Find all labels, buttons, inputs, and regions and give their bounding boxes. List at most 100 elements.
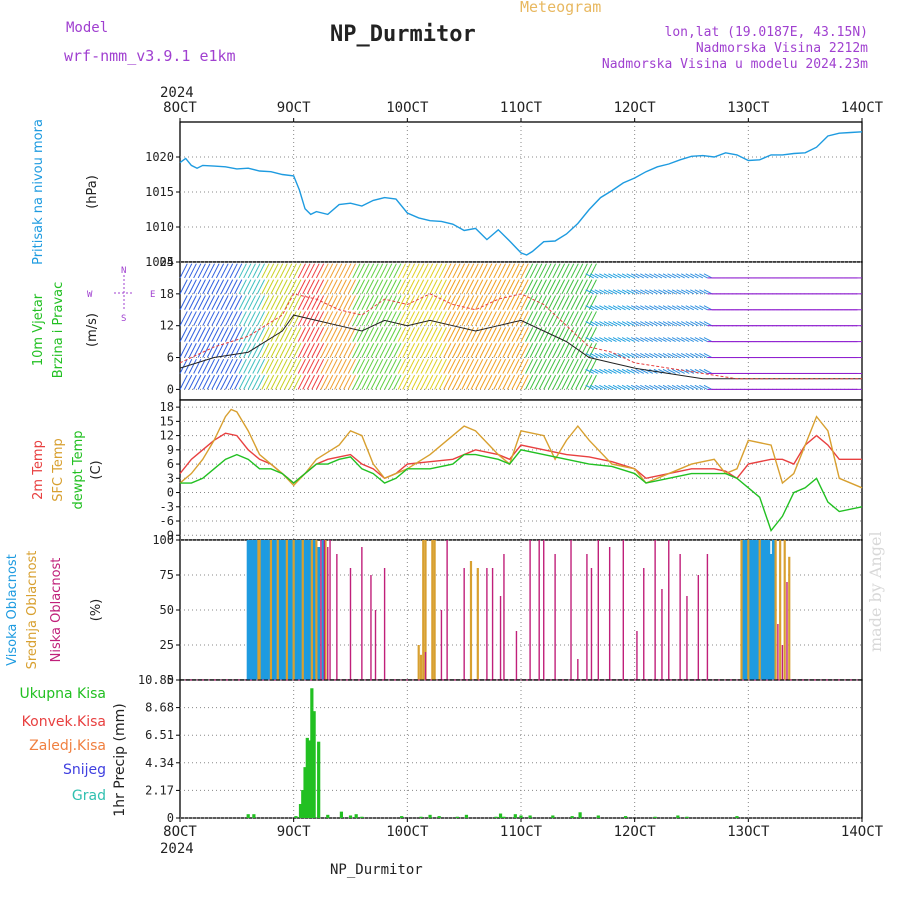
wind-barb — [649, 305, 658, 311]
wind-barb — [193, 327, 202, 342]
wind-barb — [202, 374, 211, 390]
wind-barb — [425, 327, 434, 342]
cloud-bar-low — [636, 631, 638, 680]
y-tick-label-pressure: 1005 — [145, 255, 174, 269]
wind-barb — [384, 343, 393, 358]
wind-barb — [197, 279, 206, 295]
cloud-bar-low — [543, 540, 545, 680]
wind-barb — [229, 374, 238, 390]
wind-barb — [575, 295, 584, 310]
wind-barb — [579, 295, 588, 310]
cloud-bar-high — [296, 540, 300, 680]
wind-barb — [630, 273, 640, 279]
wind-barb — [206, 374, 215, 390]
wind-barb — [184, 263, 193, 279]
wind-barb — [584, 311, 593, 326]
wind-barb — [671, 337, 681, 343]
wind-barb — [603, 337, 613, 343]
wind-barb — [211, 327, 220, 342]
wind-barb — [608, 305, 617, 311]
precip-bar — [551, 815, 555, 818]
wind-barb — [293, 374, 302, 390]
wind-barb — [393, 358, 402, 374]
wind-barb — [497, 343, 506, 358]
wind-barb — [306, 295, 316, 310]
wind-barb — [543, 311, 552, 326]
temp-unit-label: (C) — [89, 460, 104, 479]
wind-barb — [365, 263, 375, 279]
wind-barb — [384, 279, 393, 295]
wind-barb — [649, 353, 658, 358]
compass-s-label: S — [121, 314, 126, 324]
wind-barb — [493, 374, 502, 390]
wind-barb — [438, 295, 447, 310]
wind-barb — [188, 295, 197, 310]
wind-barb — [575, 374, 584, 390]
wind-barb — [594, 353, 604, 358]
wind-barb — [452, 295, 461, 310]
wind-barb — [534, 374, 543, 390]
wind-barb — [484, 311, 493, 326]
wind-barb — [379, 358, 388, 374]
cloud-bar-mid — [476, 568, 479, 680]
precip-bar — [570, 816, 574, 818]
wind-barb — [415, 358, 425, 374]
wind-barb — [644, 305, 654, 311]
y-tick-label-clouds: 0 — [167, 673, 174, 687]
wind-barb — [261, 374, 270, 390]
wind-barb — [502, 343, 511, 358]
wind-barb — [393, 374, 402, 390]
wind-barb — [265, 279, 275, 295]
wind-barb — [502, 295, 511, 310]
wind-barb — [658, 321, 667, 327]
wind-barb — [379, 263, 388, 279]
wind-barb — [617, 353, 626, 358]
wind-barb — [671, 305, 681, 311]
wind-barb — [334, 374, 343, 390]
wind-barb — [384, 327, 393, 342]
wind-barb — [690, 337, 699, 343]
wind-barb — [393, 343, 402, 358]
wind-barb — [325, 327, 334, 342]
wind-barb — [511, 358, 520, 374]
wind-barb — [465, 343, 475, 358]
wind-barb — [238, 343, 247, 358]
wind-barb — [402, 311, 411, 326]
wind-barb — [393, 327, 402, 342]
wind-barb — [361, 311, 370, 326]
wind-barb — [493, 343, 502, 358]
wind-barb — [658, 289, 667, 295]
wind-barb — [556, 295, 566, 310]
wind-barb — [608, 353, 617, 358]
wind-barb — [302, 358, 311, 374]
wind-barb — [470, 263, 479, 279]
wind-barb — [547, 374, 556, 390]
wind-barb — [411, 295, 420, 310]
cloud-bar-low — [370, 575, 372, 680]
wind-barb — [644, 321, 654, 327]
wind-barb — [694, 289, 704, 295]
wind-barb — [225, 279, 234, 295]
wind-barb — [447, 263, 456, 279]
wind-barb — [365, 279, 375, 295]
cloud-bar-mid — [433, 540, 436, 680]
wind-barb — [297, 263, 306, 279]
wind-barb — [415, 263, 425, 279]
wind-barb — [375, 263, 384, 279]
wind-barb — [306, 358, 316, 374]
wind-barb — [484, 327, 493, 342]
cloud-bar-low — [622, 540, 624, 680]
cloud-bar-high — [303, 540, 307, 680]
wind-barb — [443, 279, 452, 295]
wind-barb — [238, 358, 247, 374]
wind-barb — [215, 374, 225, 390]
wind-barb — [370, 358, 379, 374]
wind-barb — [608, 337, 617, 343]
precip-bar — [735, 816, 739, 818]
wind-barb — [520, 343, 529, 358]
wind-barb — [352, 327, 361, 342]
wind-barb — [252, 311, 261, 326]
wind-barb — [406, 358, 416, 374]
wind-barb — [234, 279, 243, 295]
